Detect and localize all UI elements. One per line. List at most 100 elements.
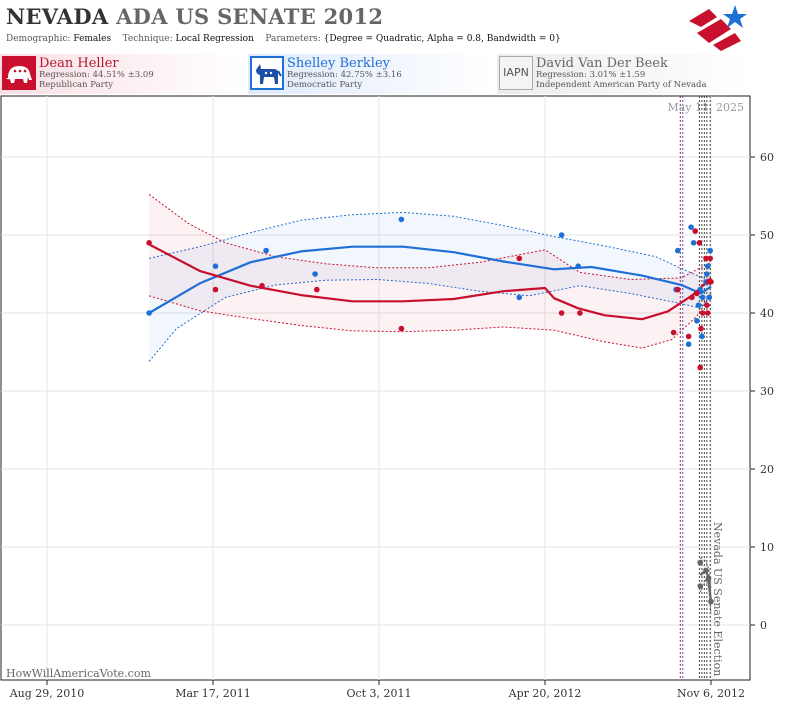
candidate-party: Republican Party — [39, 80, 113, 90]
poll-point — [146, 240, 152, 246]
candidate-regression: Regression: 3.01% ±1.59 — [536, 70, 646, 80]
candidate-name: Dean Heller — [39, 56, 119, 71]
x-tick-label: Mar 17, 2011 — [175, 687, 251, 700]
demographic-label: Demographic: — [6, 34, 71, 44]
poll-point — [706, 294, 713, 301]
poll-point — [699, 294, 706, 301]
y-tick-label: 10 — [760, 541, 774, 554]
poll-point — [697, 286, 703, 293]
poll-point — [398, 325, 405, 332]
donkey-icon — [250, 56, 284, 90]
lower-bound-line — [148, 278, 712, 362]
parameters-label: Parameters: — [265, 34, 321, 44]
poll-point — [398, 216, 405, 223]
party-badge-iapn: IAPN — [499, 56, 533, 90]
candidate-name: David Van Der Beek — [536, 56, 668, 71]
poll-point — [692, 228, 698, 234]
poll-point — [558, 310, 565, 316]
poll-point — [707, 247, 713, 254]
confidence-band — [149, 212, 712, 362]
y-tick-label: 40 — [760, 307, 774, 320]
poll-point — [558, 232, 565, 238]
x-tick-label: Nov 6, 2012 — [677, 687, 745, 700]
poll-point — [699, 310, 706, 316]
candidate-panel: Dean Heller Regression: 44.51% ±3.09 Rep… — [0, 54, 749, 94]
poll-point — [685, 333, 692, 340]
regression-line — [699, 569, 713, 602]
poll-point — [259, 282, 265, 289]
poll-point — [695, 302, 702, 309]
poll-point — [312, 271, 318, 277]
poll-point — [703, 255, 709, 262]
parameters-value: {Degree = Quadratic, Alpha = 0.8, Bandwi… — [323, 34, 561, 44]
poll-point — [696, 240, 703, 246]
poll-point — [690, 240, 697, 246]
elephant-icon — [2, 56, 36, 90]
technique-label: Technique: — [122, 34, 173, 44]
candidate-party: Democratic Party — [287, 80, 363, 90]
parameters-line: Demographic: Females Technique: Local Re… — [6, 34, 561, 44]
x-tick-label: Aug 29, 2010 — [9, 687, 85, 700]
poll-point — [516, 255, 523, 262]
poll-point — [697, 364, 703, 371]
candidate-party: Independent American Party of Nevada — [536, 80, 707, 90]
poll-point — [263, 247, 269, 254]
y-tick-label: 30 — [760, 385, 774, 398]
poll-point — [688, 224, 694, 230]
poll-point — [675, 247, 681, 254]
y-tick-label: 20 — [760, 463, 774, 476]
poll-point — [694, 318, 700, 324]
poll-point — [577, 310, 583, 316]
poll-point — [146, 310, 152, 316]
poll-point — [314, 286, 320, 293]
poll-point — [516, 294, 523, 301]
page-title: NEVADA ADA US SENATE 2012 — [6, 4, 383, 29]
title-state: NEVADA — [6, 4, 109, 29]
poll-point — [704, 310, 711, 316]
star-flag-logo[interactable] — [687, 3, 749, 51]
regression-line — [148, 243, 712, 321]
poll-point — [708, 279, 714, 285]
poll-point — [704, 263, 711, 270]
y-tick-label: 50 — [760, 229, 774, 242]
candidate-vanderbeek[interactable]: IAPN David Van Der Beek Regression: 3.01… — [497, 54, 749, 94]
poll-point — [689, 294, 695, 301]
candidate-regression: Regression: 42.75% ±3.16 — [287, 70, 402, 80]
y-tick-label: 0 — [760, 619, 767, 632]
y-tick-label: 60 — [760, 151, 774, 164]
poll-point — [698, 325, 704, 332]
poll-point — [212, 286, 219, 293]
candidate-name: Shelley Berkley — [287, 56, 390, 71]
poll-point — [699, 333, 705, 340]
date-label: May 11, 2025 — [667, 101, 744, 114]
poll-point — [704, 271, 710, 277]
candidate-regression: Regression: 44.51% ±3.09 — [39, 70, 154, 80]
poll-point — [694, 290, 700, 297]
demographic-value: Females — [73, 34, 112, 44]
poll-point — [697, 583, 703, 589]
poll-point — [670, 329, 677, 336]
poll-point — [575, 263, 581, 270]
poll-point — [675, 286, 681, 293]
confidence-band — [149, 194, 712, 349]
watermark: HowWillAmericaVote.com — [6, 667, 151, 680]
lower-bound-line — [148, 294, 712, 349]
poll-point — [708, 598, 714, 605]
candidate-berkley[interactable]: Shelley Berkley Regression: 42.75% ±3.16… — [248, 54, 494, 94]
x-tick-label: Oct 3, 2011 — [346, 687, 411, 700]
poll-point — [212, 263, 219, 270]
election-label: Nevada US Senate Election — [711, 522, 724, 676]
upper-bound-line — [148, 211, 712, 281]
plot-area — [0, 95, 751, 681]
x-tick-label: Apr 20, 2012 — [508, 687, 582, 700]
regression-line — [148, 245, 712, 314]
technique-value: Local Regression — [175, 34, 254, 44]
poll-point — [703, 567, 709, 574]
poll-point — [705, 575, 712, 581]
poll-point — [707, 255, 713, 262]
poll-point — [685, 341, 692, 348]
candidate-heller[interactable]: Dean Heller Regression: 44.51% ±3.09 Rep… — [0, 54, 246, 94]
poll-point — [704, 302, 710, 309]
poll-point — [697, 559, 703, 566]
